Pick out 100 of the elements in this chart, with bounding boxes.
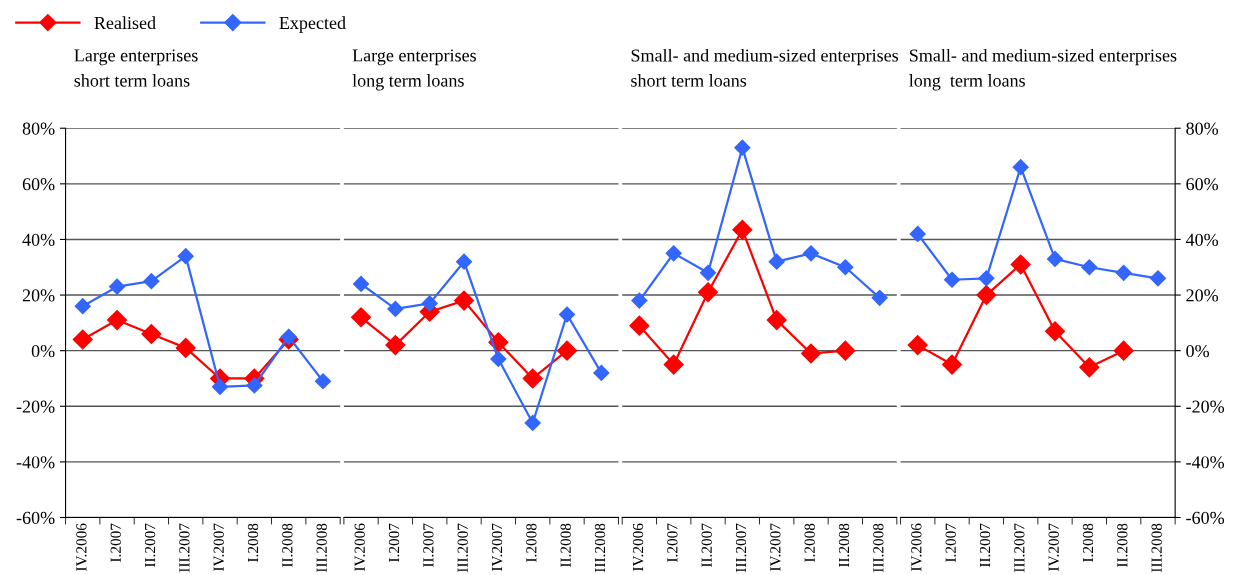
point bbox=[387, 300, 404, 318]
point bbox=[1044, 321, 1066, 342]
point bbox=[108, 278, 126, 295]
point bbox=[490, 350, 507, 368]
point bbox=[1046, 250, 1064, 267]
y-tick-label: -20% bbox=[16, 400, 55, 413]
x-tick-label: I.2007 bbox=[110, 523, 121, 562]
y-tick-label: 20% bbox=[22, 289, 55, 302]
y-tick-label: 0% bbox=[1186, 344, 1210, 358]
chart-title: Small- and medium-sized enterprises short term loans bbox=[631, 48, 899, 87]
point bbox=[454, 290, 475, 311]
point bbox=[558, 306, 576, 323]
x-tick-label: III.2008 bbox=[1151, 523, 1162, 573]
y-tick-label: -40% bbox=[1186, 456, 1225, 469]
point bbox=[1079, 357, 1100, 378]
x-tick-label: III.2007 bbox=[735, 523, 747, 573]
point bbox=[909, 225, 926, 242]
x-tick-label: II.2007 bbox=[144, 523, 156, 568]
x-tick-label: II.2007 bbox=[423, 523, 434, 568]
point bbox=[835, 340, 856, 361]
point bbox=[385, 335, 406, 356]
x-tick-label: III.2008 bbox=[316, 523, 327, 573]
point bbox=[280, 328, 297, 345]
point bbox=[734, 139, 751, 156]
point bbox=[768, 253, 785, 270]
point bbox=[593, 364, 610, 381]
y-tick-label: -60% bbox=[16, 511, 55, 524]
point bbox=[1012, 159, 1029, 176]
x-tick-label: IV.2006 bbox=[76, 523, 87, 572]
point bbox=[978, 270, 995, 287]
point bbox=[522, 368, 543, 389]
point bbox=[421, 295, 438, 312]
chart-title: Large enterprises long term loans bbox=[352, 49, 476, 91]
point bbox=[766, 310, 787, 331]
x-tick-label: I.2008 bbox=[526, 523, 537, 562]
x-tick-label: II.2008 bbox=[1117, 523, 1128, 568]
point bbox=[72, 329, 93, 350]
y-tick-label: 80% bbox=[22, 122, 55, 135]
point bbox=[1115, 264, 1132, 281]
point bbox=[211, 378, 229, 395]
point bbox=[556, 340, 578, 361]
point bbox=[246, 377, 263, 394]
point bbox=[1113, 340, 1134, 361]
point bbox=[663, 354, 684, 375]
x-tick-label: I.2007 bbox=[667, 523, 678, 562]
x-tick-label: IV.2007 bbox=[491, 523, 503, 572]
point bbox=[524, 414, 541, 432]
point bbox=[665, 245, 682, 262]
x-tick-label: III.2007 bbox=[457, 523, 468, 573]
x-tick-label: I.2007 bbox=[945, 523, 956, 562]
y-tick-label: 60% bbox=[1186, 178, 1219, 191]
point bbox=[175, 337, 196, 358]
point bbox=[177, 248, 194, 265]
x-tick-label: IV.2007 bbox=[213, 523, 224, 572]
point bbox=[943, 271, 961, 288]
point bbox=[141, 323, 162, 345]
y-tick-label: 40% bbox=[1185, 233, 1219, 246]
x-tick-label: III.2008 bbox=[594, 523, 606, 573]
x-tick-label: I.2008 bbox=[1082, 523, 1094, 562]
y-tick-label: 20% bbox=[1186, 289, 1219, 302]
point bbox=[1010, 254, 1031, 275]
point bbox=[74, 298, 91, 315]
point bbox=[351, 307, 372, 328]
chart-title: Large enterprises short term loans bbox=[74, 49, 198, 87]
x-tick-label: IV.2006 bbox=[911, 523, 922, 572]
x-tick-label: II.2007 bbox=[701, 523, 712, 568]
point bbox=[107, 310, 128, 331]
x-tick-label: II.2008 bbox=[282, 523, 293, 568]
x-tick-label: I.2008 bbox=[804, 523, 815, 562]
legend-label: Expected bbox=[279, 16, 346, 33]
point bbox=[837, 259, 854, 276]
point bbox=[1149, 270, 1167, 287]
y-tick-label: -40% bbox=[16, 456, 55, 469]
x-tick-label: I.2007 bbox=[388, 523, 400, 562]
point bbox=[871, 289, 888, 306]
x-tick-label: II.2007 bbox=[979, 523, 991, 568]
point bbox=[143, 273, 160, 290]
x-tick-label: IV.2006 bbox=[632, 523, 644, 572]
x-tick-label: I.2008 bbox=[247, 523, 259, 562]
x-tick-label: II.2008 bbox=[560, 523, 571, 568]
point bbox=[698, 282, 719, 303]
point bbox=[631, 292, 648, 309]
point bbox=[314, 373, 332, 390]
x-tick-label: IV.2007 bbox=[770, 523, 781, 572]
y-tick-label: 60% bbox=[22, 178, 55, 191]
point bbox=[699, 264, 717, 281]
point bbox=[800, 343, 822, 364]
y-tick-label: 80% bbox=[1186, 122, 1219, 135]
x-tick-label: III.2007 bbox=[1014, 523, 1025, 573]
point bbox=[732, 219, 753, 240]
x-tick-label: III.2008 bbox=[873, 523, 884, 573]
point bbox=[907, 335, 928, 356]
point bbox=[942, 354, 963, 375]
x-tick-label: IV.2007 bbox=[1048, 523, 1059, 572]
point bbox=[455, 253, 473, 270]
legend-label: Realised bbox=[94, 16, 156, 30]
x-tick-label: III.2007 bbox=[179, 523, 190, 573]
point bbox=[629, 315, 650, 336]
point bbox=[802, 245, 820, 262]
chart-title: Small- and medium-sized enterprises long term loans bbox=[909, 48, 1177, 91]
